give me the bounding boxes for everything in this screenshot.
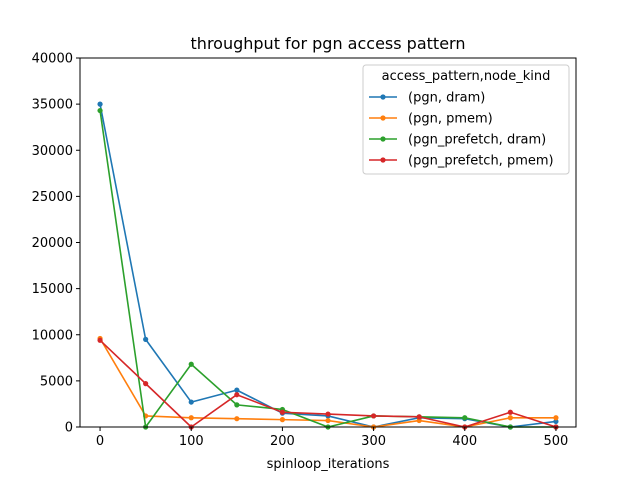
data-point-pgn-pmem xyxy=(234,416,240,422)
data-point-pgn-pmem xyxy=(416,417,422,424)
legend-label-pgn-prefetch-pmem: (pgn_prefetch, pmem) xyxy=(408,154,554,169)
legend-label-pgn-dram: (pgn, dram) xyxy=(408,91,485,106)
legend-title: access_pattern,node_kind xyxy=(382,69,551,84)
y-axis: 0 5000 10000 15000 20000 25000 30000 35000 40000 xyxy=(32,52,80,436)
legend-marker-pgn-prefetch-dram xyxy=(380,136,386,142)
legend: access_pattern,node_kind (pgn, dram)(pgn… xyxy=(362,64,570,175)
y-tick-label: 40000 xyxy=(32,52,73,67)
data-point-pgn-pmem xyxy=(325,417,331,424)
data-point-pgn-dram xyxy=(188,399,194,405)
y-tick-label: 5000 xyxy=(40,374,73,389)
data-point-pgn-prefetch-dram xyxy=(97,107,103,114)
y-tick-label: 15000 xyxy=(32,282,73,297)
data-point-pgn-pmem xyxy=(279,417,286,423)
data-point-pgn-dram xyxy=(234,387,240,393)
data-point-pgn-prefetch-dram xyxy=(188,361,194,367)
y-tick-label: 20000 xyxy=(32,236,73,251)
data-point-pgn-dram xyxy=(97,101,103,107)
data-point-pgn-pmem xyxy=(507,415,513,421)
y-tick-label: 30000 xyxy=(32,144,73,159)
data-point-pgn-prefetch-pmem xyxy=(370,413,377,419)
data-point-pgn-prefetch-pmem xyxy=(97,337,103,343)
legend-marker-pgn-prefetch-pmem xyxy=(380,157,386,163)
x-tick-label: 400 xyxy=(452,434,477,449)
data-point-pgn-prefetch-dram xyxy=(234,402,240,408)
data-point-pgn-prefetch-pmem xyxy=(325,411,331,417)
x-axis: 0 100 200 300 400 500 xyxy=(96,427,568,449)
data-point-pgn-prefetch-pmem xyxy=(279,409,286,415)
x-tick-label: 500 xyxy=(544,434,569,449)
data-point-pgn-prefetch-dram xyxy=(462,415,468,421)
x-axis-title: spinloop_iterations xyxy=(267,457,390,472)
y-tick-label: 10000 xyxy=(32,328,73,343)
y-tick-label: 25000 xyxy=(32,190,73,205)
data-point-pgn-pmem xyxy=(553,415,559,421)
y-tick-label: 35000 xyxy=(32,98,73,113)
data-point-pgn-dram xyxy=(553,418,559,425)
data-point-pgn-prefetch-pmem xyxy=(143,381,149,387)
legend-marker-pgn-dram xyxy=(380,94,386,100)
legend-entries: (pgn, dram) (pgn, pmem) (pgn_prefetch, dra… xyxy=(369,91,554,169)
x-tick-label: 200 xyxy=(270,434,295,449)
legend-label-pgn-prefetch-dram: (pgn_prefetch, dram) xyxy=(408,133,546,148)
x-tick-label: 300 xyxy=(361,434,386,449)
data-point-pgn-pmem xyxy=(188,415,194,421)
data-point-pgn-prefetch-pmem xyxy=(234,392,240,398)
legend-label-pgn-pmem: (pgn, pmem) xyxy=(408,112,493,127)
chart-title: throughput for pgn access pattern xyxy=(191,34,466,53)
y-tick-label: 0 xyxy=(65,421,73,436)
x-tick-label: 100 xyxy=(179,434,204,449)
legend-box xyxy=(362,64,570,175)
data-point-pgn-prefetch-pmem xyxy=(507,409,513,415)
legend-marker-pgn-pmem xyxy=(380,115,386,121)
data-point-pgn-dram xyxy=(143,336,149,342)
x-tick-label: 0 xyxy=(96,434,104,449)
data-point-pgn-prefetch-pmem xyxy=(416,414,422,420)
